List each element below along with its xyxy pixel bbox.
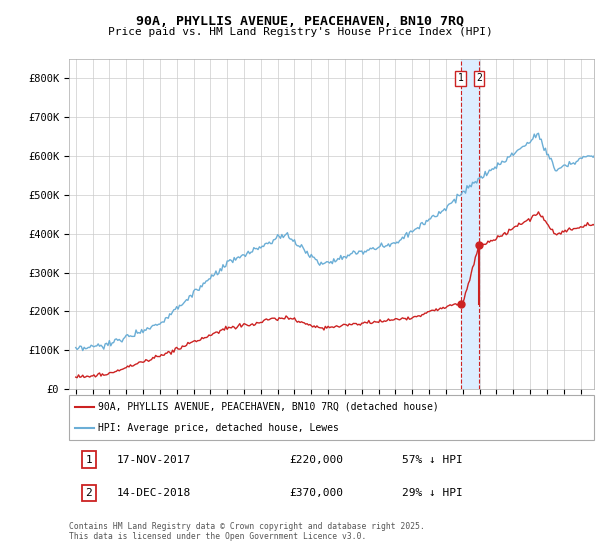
Text: 1: 1: [458, 73, 464, 83]
Text: 57% ↓ HPI: 57% ↓ HPI: [403, 455, 463, 465]
Text: 90A, PHYLLIS AVENUE, PEACEHAVEN, BN10 7RQ: 90A, PHYLLIS AVENUE, PEACEHAVEN, BN10 7R…: [136, 15, 464, 28]
Text: 17-NOV-2017: 17-NOV-2017: [116, 455, 191, 465]
FancyBboxPatch shape: [69, 395, 594, 440]
Text: Price paid vs. HM Land Registry's House Price Index (HPI): Price paid vs. HM Land Registry's House …: [107, 27, 493, 37]
Text: HPI: Average price, detached house, Lewes: HPI: Average price, detached house, Lewe…: [98, 422, 339, 432]
Text: 29% ↓ HPI: 29% ↓ HPI: [403, 488, 463, 498]
Text: Contains HM Land Registry data © Crown copyright and database right 2025.
This d: Contains HM Land Registry data © Crown c…: [69, 522, 425, 542]
Bar: [461, 59, 479, 389]
Text: 14-DEC-2018: 14-DEC-2018: [116, 488, 191, 498]
Text: 2: 2: [476, 73, 482, 83]
Text: 1: 1: [86, 455, 92, 465]
Text: 90A, PHYLLIS AVENUE, PEACEHAVEN, BN10 7RQ (detached house): 90A, PHYLLIS AVENUE, PEACEHAVEN, BN10 7R…: [98, 402, 439, 412]
Text: £220,000: £220,000: [290, 455, 343, 465]
Text: £370,000: £370,000: [290, 488, 343, 498]
Text: 2: 2: [86, 488, 92, 498]
